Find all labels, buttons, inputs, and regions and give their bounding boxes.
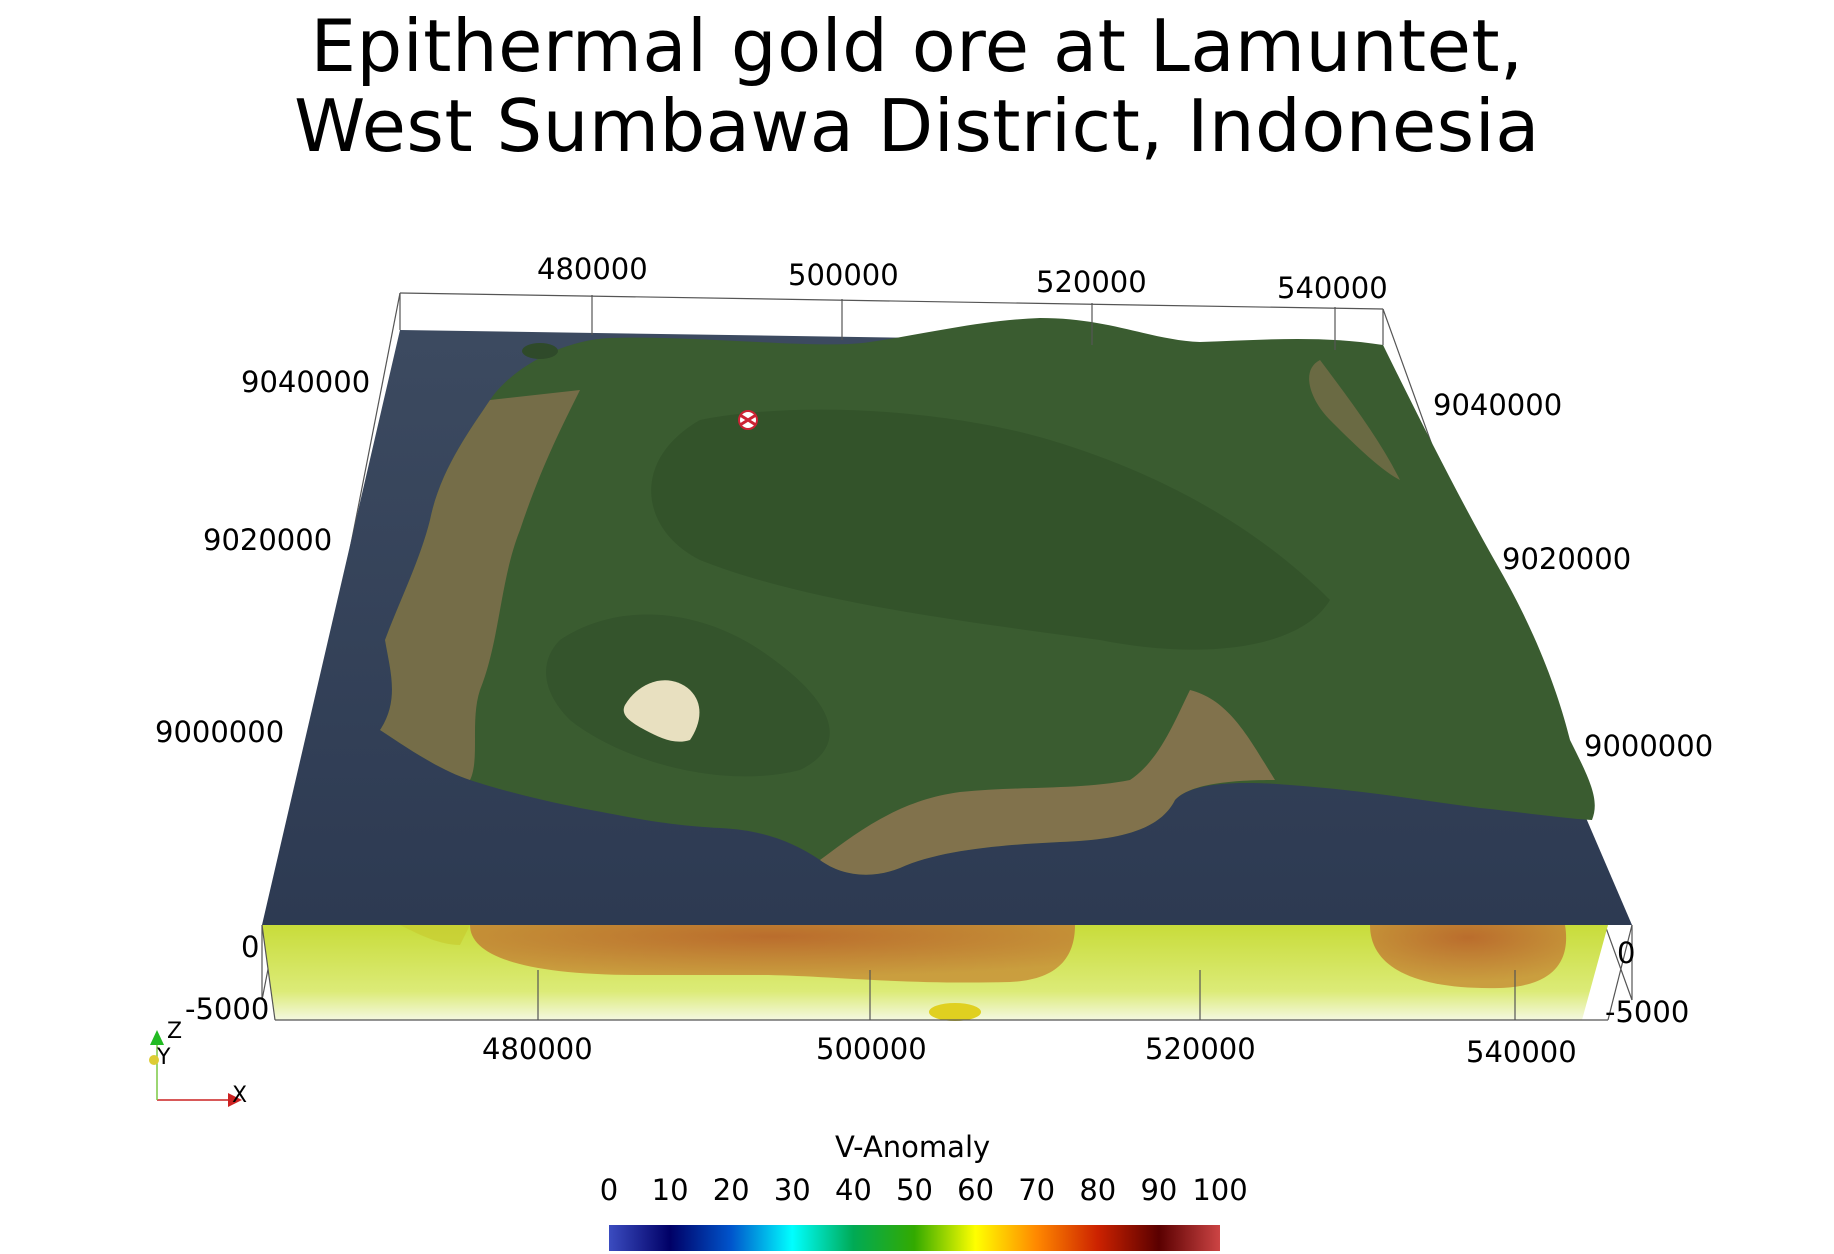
y-tick-right: 9020000 [1502, 542, 1632, 576]
x-tick-top: 540000 [1277, 271, 1388, 305]
colorbar-tick-label: 70 [1018, 1173, 1056, 1207]
x-tick-bottom: 480000 [482, 1032, 593, 1066]
terrain-surface [262, 318, 1632, 925]
y-axis-arrow-icon [149, 1055, 159, 1065]
colorbar-tick-label: 10 [651, 1173, 689, 1207]
anomaly-body-east [1370, 925, 1567, 989]
orientation-axes [149, 1030, 242, 1107]
y-tick-left: 9040000 [241, 365, 371, 399]
y-tick-right: 9000000 [1584, 729, 1714, 763]
colorbar-title: V-Anomaly [835, 1130, 991, 1164]
y-axis-label: Y [157, 1045, 171, 1070]
colorbar-tick-label: 30 [773, 1173, 811, 1207]
colorbar-tick-label: 0 [599, 1173, 619, 1207]
small-island [522, 343, 558, 359]
colorbar-tick-label: 90 [1140, 1173, 1178, 1207]
title-line-1: Epithermal gold ore at Lamuntet, [310, 4, 1524, 88]
x-tick-top: 520000 [1036, 265, 1147, 299]
mine-pit [623, 680, 700, 742]
x-tick-bottom: 500000 [816, 1032, 927, 1066]
x-tick-bottom: 540000 [1466, 1035, 1577, 1069]
anomaly-body-west [470, 925, 1075, 983]
title-line-2: West Sumbawa District, Indonesia [294, 84, 1540, 168]
coastal-belt-west [380, 390, 580, 780]
x-tick-top: 500000 [788, 258, 899, 292]
subsurface-slice [262, 925, 1608, 1021]
colorbar-tick-label: 50 [896, 1173, 933, 1207]
colorbar [609, 1225, 1220, 1251]
z-tick-right: 0 [1617, 936, 1636, 970]
bounding-box-front [261, 924, 1633, 1021]
z-axis-arrow-icon [150, 1030, 164, 1045]
z-axis-label: Z [167, 1019, 183, 1044]
colorbar-tick-label: 100 [1192, 1173, 1248, 1207]
z-tick-left: 0 [241, 930, 260, 964]
x-axis-arrow-icon [228, 1093, 242, 1107]
colorbar-tick-label: 60 [957, 1173, 995, 1207]
z-tick-right: -5000 [1605, 995, 1690, 1029]
y-tick-right: 9040000 [1433, 388, 1563, 422]
z-tick-left: -5000 [185, 992, 270, 1026]
y-tick-left: 9020000 [203, 523, 333, 557]
ore-location-marker [738, 410, 758, 430]
x-tick-bottom: 520000 [1145, 1032, 1256, 1066]
x-tick-top: 480000 [537, 252, 648, 286]
coastal-belt-south [820, 690, 1275, 875]
colorbar-tick-label: 40 [834, 1173, 872, 1207]
colorbar-tick-label: 80 [1079, 1173, 1117, 1207]
colorbar-tick-label: 20 [712, 1173, 750, 1207]
y-tick-left: 9000000 [155, 715, 285, 749]
anomaly-body-small [929, 1003, 981, 1021]
tick-marks [537, 295, 1516, 1020]
x-axis-label: X [232, 1083, 248, 1108]
